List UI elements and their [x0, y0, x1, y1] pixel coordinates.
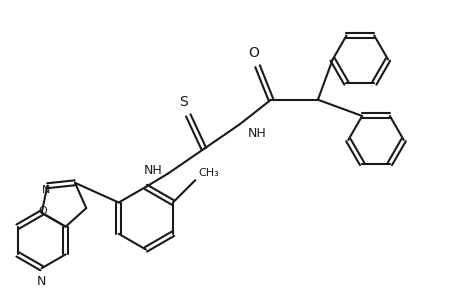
Text: N: N — [37, 275, 46, 288]
Text: S: S — [180, 95, 188, 109]
Text: NH: NH — [247, 127, 266, 140]
Text: O: O — [39, 206, 48, 215]
Text: N: N — [42, 185, 50, 195]
Text: O: O — [249, 46, 260, 60]
Text: CH₃: CH₃ — [198, 168, 219, 178]
Text: NH: NH — [143, 164, 162, 177]
